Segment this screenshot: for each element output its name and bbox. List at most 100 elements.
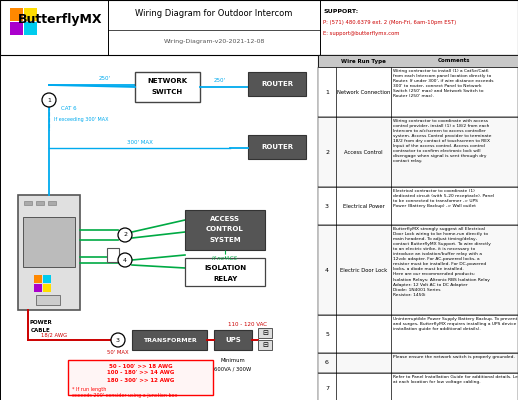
Circle shape	[118, 228, 132, 242]
Text: Wiring contractor to coordinate with access
control provider, install (1) x 18/2: Wiring contractor to coordinate with acc…	[393, 119, 492, 163]
FancyBboxPatch shape	[318, 67, 518, 117]
FancyBboxPatch shape	[248, 72, 306, 96]
Text: NETWORK: NETWORK	[148, 78, 188, 84]
Text: ROUTER: ROUTER	[261, 81, 293, 87]
FancyBboxPatch shape	[43, 275, 51, 283]
Text: 50 - 100' >> 18 AWG: 50 - 100' >> 18 AWG	[109, 364, 172, 368]
FancyBboxPatch shape	[0, 0, 518, 55]
Text: UPS: UPS	[225, 337, 241, 343]
Text: ROUTER: ROUTER	[261, 144, 293, 150]
FancyBboxPatch shape	[258, 328, 272, 338]
Text: 1: 1	[47, 98, 51, 102]
Text: CONTROL: CONTROL	[206, 226, 244, 232]
FancyBboxPatch shape	[248, 135, 306, 159]
Text: 250': 250'	[214, 78, 226, 82]
Text: Wiring-Diagram-v20-2021-12-08: Wiring-Diagram-v20-2021-12-08	[163, 38, 265, 44]
Text: 2: 2	[325, 150, 329, 154]
Text: Comments: Comments	[438, 58, 471, 64]
Text: ButterflyMX strongly suggest all Electrical
Door Lock wiring to be home-run dire: ButterflyMX strongly suggest all Electri…	[393, 227, 491, 297]
Text: Wire Run Type: Wire Run Type	[341, 58, 386, 64]
Text: If no ACS: If no ACS	[212, 256, 238, 260]
FancyBboxPatch shape	[36, 201, 44, 205]
Text: POWER: POWER	[30, 320, 52, 324]
Text: 18/2 AWG: 18/2 AWG	[41, 332, 67, 338]
Text: Wiring contractor to install (1) a Cat5e/Cat6
from each Intercom panel location : Wiring contractor to install (1) a Cat5e…	[393, 69, 494, 98]
FancyBboxPatch shape	[135, 72, 200, 102]
Text: Electrical contractor to coordinate (1)
dedicated circuit (with 5-20 receptacle): Electrical contractor to coordinate (1) …	[393, 189, 494, 208]
FancyBboxPatch shape	[36, 295, 60, 305]
FancyBboxPatch shape	[23, 217, 75, 267]
Text: ACCESS: ACCESS	[210, 216, 240, 222]
FancyBboxPatch shape	[10, 8, 23, 21]
Circle shape	[42, 93, 56, 107]
Text: ⊟: ⊟	[262, 330, 268, 336]
FancyBboxPatch shape	[43, 284, 51, 292]
Text: SWITCH: SWITCH	[152, 89, 183, 95]
FancyBboxPatch shape	[24, 201, 32, 205]
FancyBboxPatch shape	[185, 210, 265, 250]
Text: ButterflyMX: ButterflyMX	[18, 14, 102, 26]
Circle shape	[118, 253, 132, 267]
Text: Please ensure the network switch is properly grounded.: Please ensure the network switch is prop…	[393, 355, 515, 359]
Text: RELAY: RELAY	[213, 276, 237, 282]
Text: Wiring Diagram for Outdoor Intercom: Wiring Diagram for Outdoor Intercom	[135, 10, 293, 18]
Text: Refer to Panel Installation Guide for additional details. Leave 6' service loop
: Refer to Panel Installation Guide for ad…	[393, 375, 518, 384]
Text: * If run length: * If run length	[72, 386, 106, 392]
Text: 1: 1	[325, 90, 329, 94]
Text: TRANSFORMER: TRANSFORMER	[142, 338, 196, 342]
FancyBboxPatch shape	[318, 55, 518, 67]
Text: SYSTEM: SYSTEM	[209, 237, 241, 243]
Text: 3: 3	[116, 338, 120, 342]
Text: P: (571) 480.6379 ext. 2 (Mon-Fri, 6am-10pm EST): P: (571) 480.6379 ext. 2 (Mon-Fri, 6am-1…	[323, 20, 456, 25]
FancyBboxPatch shape	[318, 117, 518, 187]
Text: ISOLATION: ISOLATION	[204, 265, 246, 271]
FancyBboxPatch shape	[48, 201, 56, 205]
Text: 7: 7	[325, 386, 329, 392]
Text: Minimum: Minimum	[221, 358, 246, 362]
Text: 4: 4	[123, 258, 127, 262]
FancyBboxPatch shape	[18, 195, 80, 310]
FancyBboxPatch shape	[318, 55, 518, 400]
FancyBboxPatch shape	[107, 248, 119, 262]
Text: 2: 2	[123, 232, 127, 238]
Text: E: support@butterflymx.com: E: support@butterflymx.com	[323, 31, 399, 36]
FancyBboxPatch shape	[132, 330, 207, 350]
FancyBboxPatch shape	[318, 187, 518, 225]
Text: Electric Door Lock: Electric Door Lock	[340, 268, 387, 272]
Circle shape	[111, 333, 125, 347]
FancyBboxPatch shape	[68, 360, 213, 395]
FancyBboxPatch shape	[185, 258, 265, 286]
FancyBboxPatch shape	[34, 284, 42, 292]
Text: CABLE: CABLE	[31, 328, 51, 332]
Text: 4: 4	[325, 268, 329, 272]
FancyBboxPatch shape	[0, 55, 318, 400]
Text: CAT 6: CAT 6	[61, 106, 77, 110]
Text: 3: 3	[325, 204, 329, 208]
Text: Uninterruptible Power Supply Battery Backup. To prevent voltage drops
and surges: Uninterruptible Power Supply Battery Bac…	[393, 317, 518, 331]
Text: 100 - 180' >> 14 AWG: 100 - 180' >> 14 AWG	[107, 370, 174, 376]
Text: Network Connection: Network Connection	[337, 90, 390, 94]
Text: Access Control: Access Control	[344, 150, 383, 154]
Text: 50' MAX: 50' MAX	[107, 350, 129, 354]
Text: exceeds 200' consider using a junction box: exceeds 200' consider using a junction b…	[72, 392, 177, 398]
FancyBboxPatch shape	[24, 8, 37, 21]
Text: Electrical Power: Electrical Power	[342, 204, 384, 208]
Text: 110 - 120 VAC: 110 - 120 VAC	[228, 322, 267, 326]
FancyBboxPatch shape	[24, 22, 37, 35]
FancyBboxPatch shape	[258, 340, 272, 350]
FancyBboxPatch shape	[10, 22, 23, 35]
FancyBboxPatch shape	[34, 275, 42, 283]
FancyBboxPatch shape	[318, 373, 518, 400]
Text: SUPPORT:: SUPPORT:	[323, 9, 358, 14]
FancyBboxPatch shape	[214, 330, 252, 350]
Text: 5: 5	[325, 332, 329, 336]
FancyBboxPatch shape	[318, 225, 518, 315]
FancyBboxPatch shape	[318, 315, 518, 353]
Text: If exceeding 300' MAX: If exceeding 300' MAX	[54, 118, 108, 122]
Text: 180 - 300' >> 12 AWG: 180 - 300' >> 12 AWG	[107, 378, 174, 382]
Text: 6: 6	[325, 360, 329, 366]
FancyBboxPatch shape	[318, 353, 518, 373]
Text: ⊟: ⊟	[262, 342, 268, 348]
Text: 250': 250'	[99, 76, 111, 82]
